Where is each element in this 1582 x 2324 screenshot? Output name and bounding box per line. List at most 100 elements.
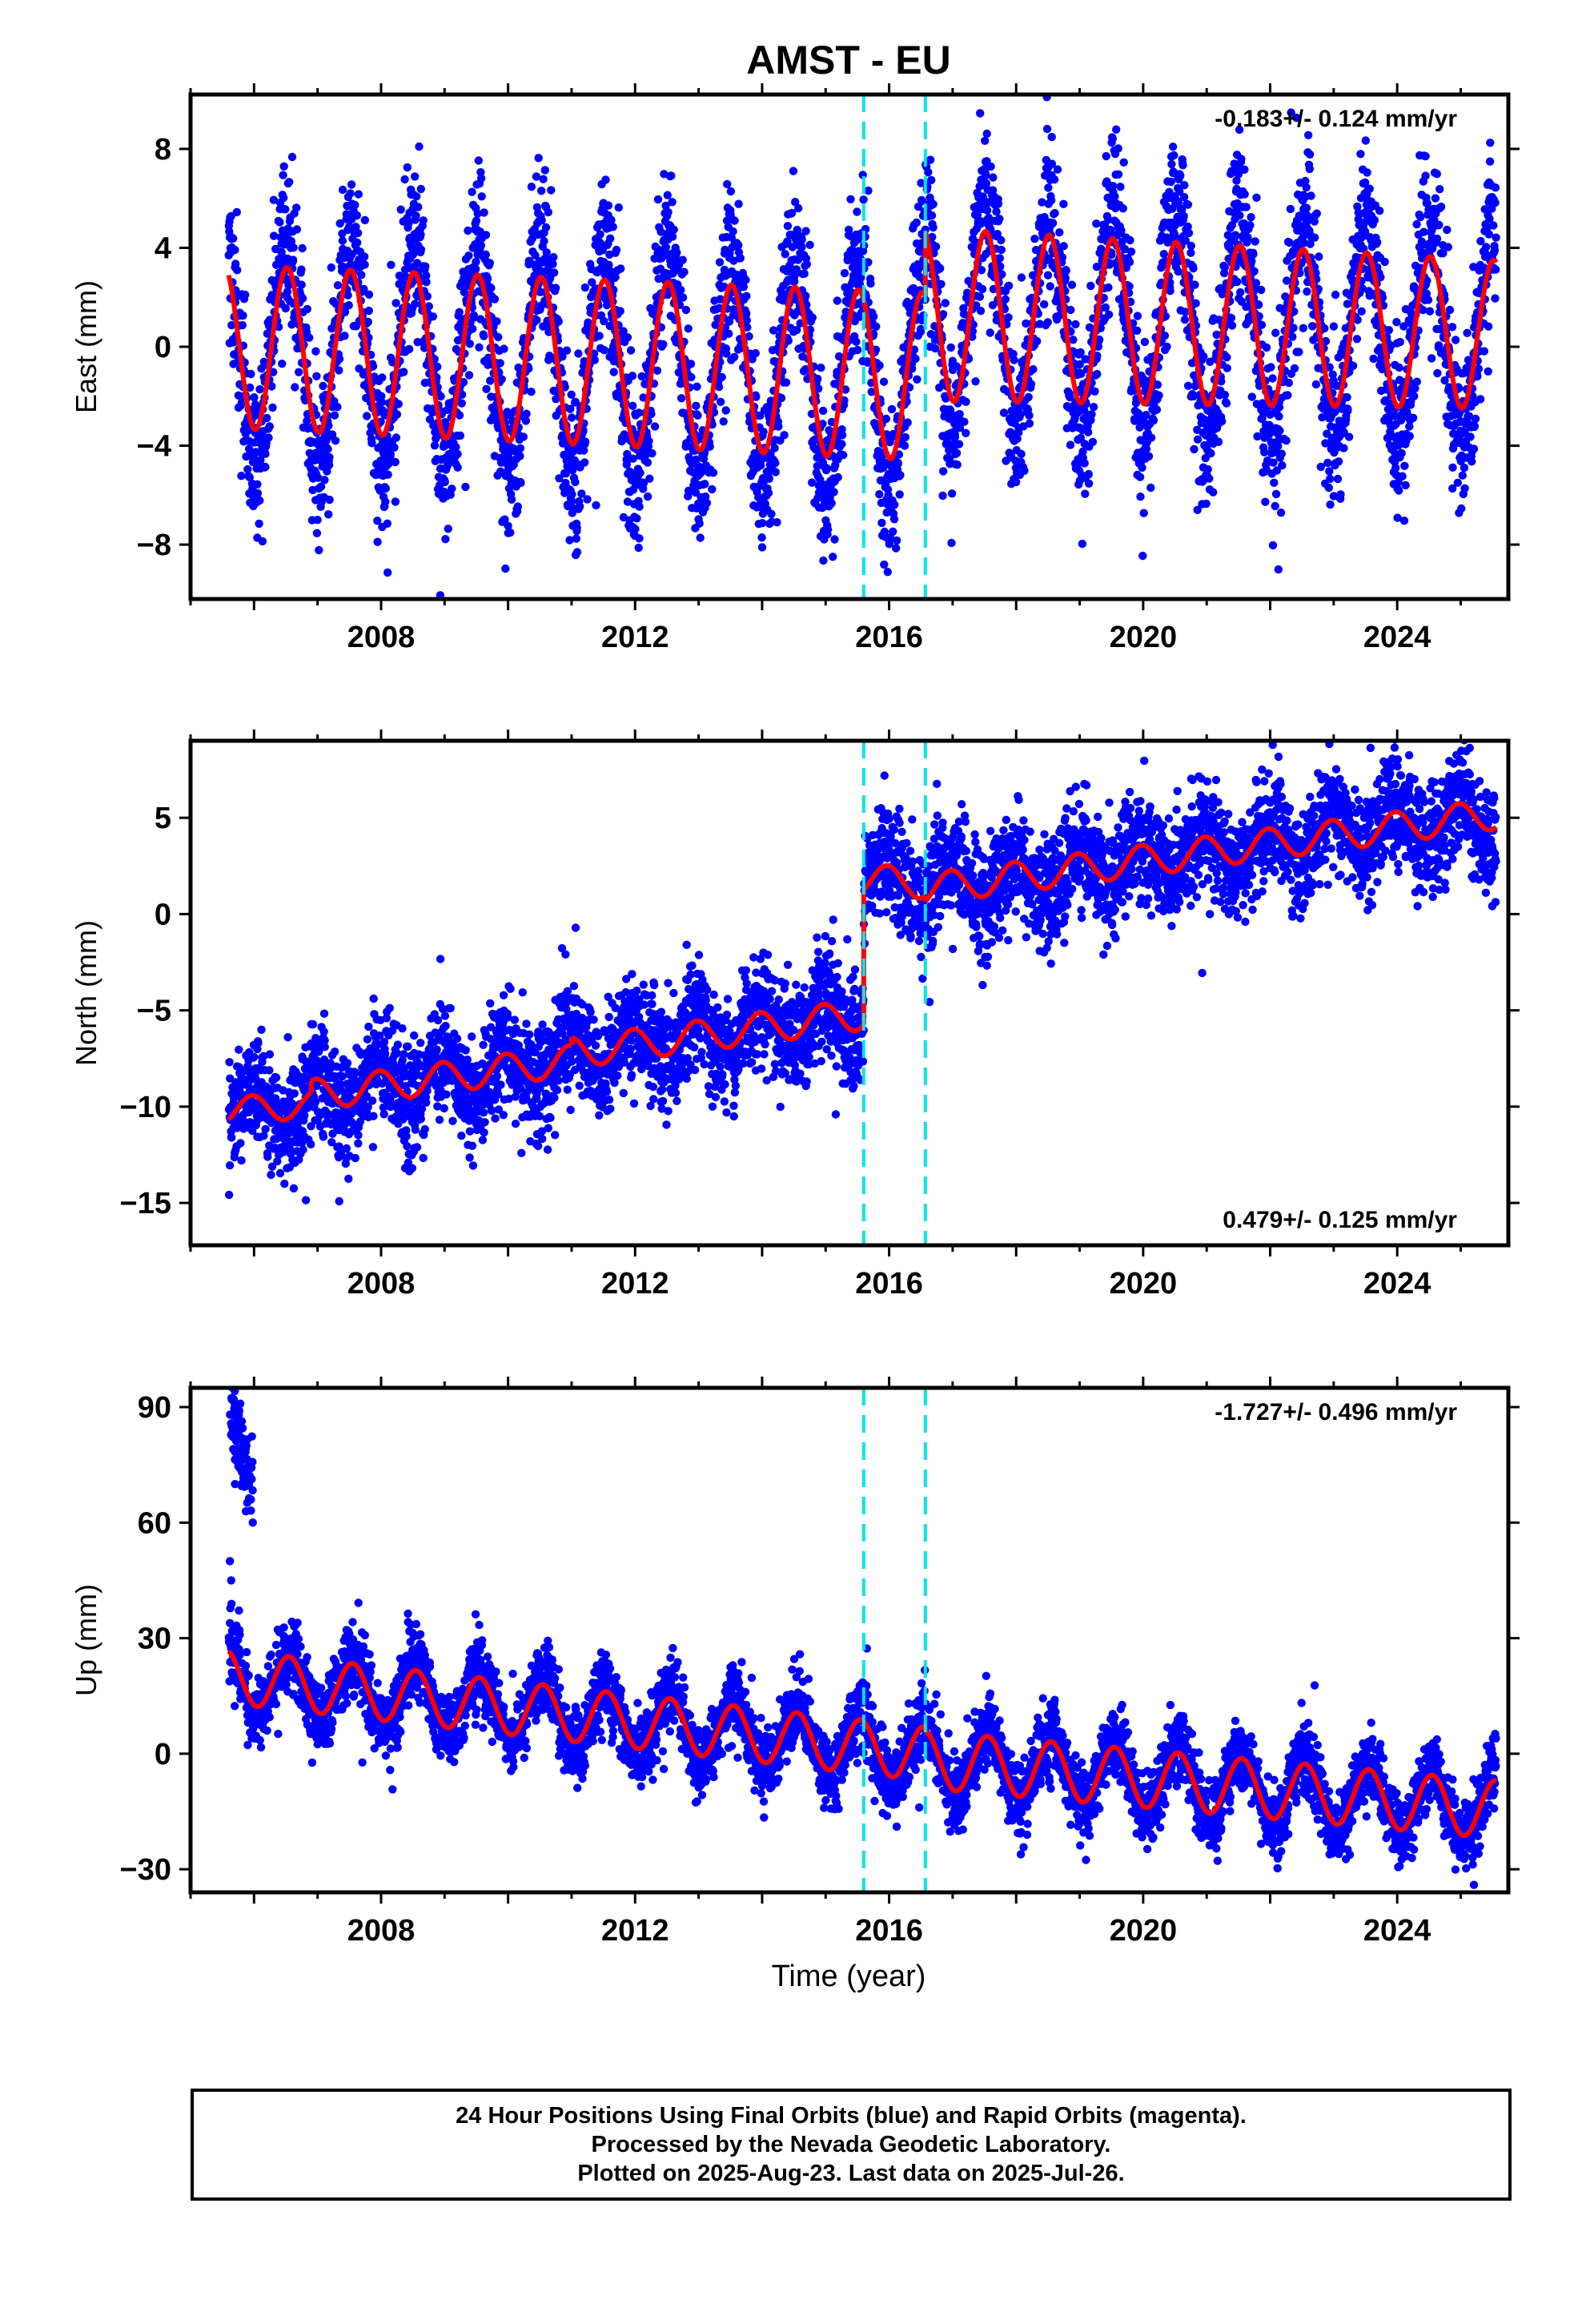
- east-point: [1084, 479, 1094, 488]
- east-point: [246, 383, 255, 392]
- east-point: [1363, 168, 1371, 177]
- east-point: [1227, 321, 1237, 330]
- east-point: [715, 258, 725, 267]
- east-point: [574, 349, 583, 358]
- east-point: [316, 482, 326, 491]
- east-point: [789, 167, 798, 175]
- east-point: [1059, 199, 1068, 208]
- east-point: [993, 230, 1002, 239]
- east-point: [1302, 203, 1311, 212]
- east-point: [258, 670, 266, 678]
- east-point: [1212, 330, 1221, 340]
- east-point: [997, 235, 1006, 245]
- east-point: [490, 295, 500, 304]
- east-point: [1020, 466, 1029, 475]
- east-point: [1093, 369, 1102, 379]
- east-point: [516, 444, 525, 452]
- east-point: [756, 460, 765, 470]
- east-point: [338, 185, 347, 195]
- east-point: [441, 535, 450, 544]
- east-point: [1181, 308, 1190, 316]
- east-point: [608, 223, 617, 231]
- east-point: [424, 302, 433, 311]
- east-point: [995, 215, 1004, 223]
- east-point: [561, 469, 570, 478]
- east-point: [1232, 176, 1241, 185]
- east-point: [255, 519, 263, 529]
- east-point: [455, 411, 464, 420]
- east-point: [457, 399, 466, 408]
- east-point: [1394, 477, 1403, 487]
- east-point: [566, 404, 575, 413]
- east-point: [1102, 151, 1110, 161]
- east-point: [852, 337, 861, 346]
- east-point: [769, 326, 778, 335]
- east-point: [1144, 452, 1154, 460]
- east-point: [551, 283, 560, 292]
- east-point: [726, 187, 736, 196]
- east-point: [476, 174, 486, 183]
- east-point: [419, 216, 428, 225]
- east-point: [1116, 183, 1125, 191]
- east-point: [464, 226, 472, 235]
- east-point: [527, 388, 536, 396]
- east-point: [227, 320, 236, 330]
- east-point: [757, 543, 767, 552]
- east-point: [391, 497, 400, 506]
- east-point: [261, 462, 270, 472]
- east-point: [1209, 488, 1218, 497]
- east-point: [1412, 377, 1422, 386]
- east-point: [823, 525, 833, 534]
- east-point: [279, 171, 287, 179]
- east-point: [340, 332, 349, 340]
- east-point: [719, 417, 728, 426]
- east-point: [623, 497, 632, 506]
- east-point: [346, 189, 355, 198]
- east-point: [1118, 204, 1128, 213]
- east-point: [708, 485, 717, 494]
- east-point: [1061, 273, 1070, 283]
- east-point: [364, 306, 373, 316]
- east-point: [1166, 177, 1175, 187]
- east-point: [1247, 392, 1257, 401]
- east-point: [998, 270, 1006, 279]
- east-point: [357, 271, 366, 279]
- east-point: [1360, 178, 1370, 187]
- east-point: [989, 173, 998, 182]
- east-point: [833, 296, 842, 305]
- east-point: [1369, 354, 1378, 364]
- east-point: [1044, 183, 1053, 192]
- east-point: [693, 411, 702, 420]
- east-point: [422, 278, 431, 287]
- east-point: [634, 408, 644, 417]
- east-point: [1427, 354, 1436, 363]
- east-point: [941, 299, 950, 308]
- east-point: [540, 237, 548, 246]
- east-point: [1282, 436, 1291, 445]
- east-point: [1419, 305, 1427, 315]
- east-point: [297, 265, 306, 274]
- east-point: [403, 163, 412, 172]
- east-point: [367, 439, 376, 448]
- east-point: [1395, 337, 1405, 347]
- east-point: [1104, 215, 1113, 224]
- east-point: [986, 328, 994, 337]
- east-point: [802, 259, 811, 269]
- east-point: [381, 484, 390, 493]
- east-point: [994, 199, 1003, 208]
- east-point: [872, 322, 881, 331]
- east-point: [628, 372, 637, 380]
- east-point: [1270, 478, 1279, 487]
- east-point: [722, 349, 731, 358]
- east-point: [1193, 505, 1202, 514]
- east-point: [1217, 377, 1226, 386]
- east-point: [279, 193, 288, 203]
- east-point: [269, 368, 278, 376]
- east-point: [1358, 284, 1367, 293]
- east-point: [837, 431, 847, 440]
- east-point: [1240, 190, 1249, 199]
- east-point: [725, 329, 733, 338]
- east-point: [476, 167, 485, 177]
- east-point: [808, 478, 817, 487]
- east-point: [952, 448, 962, 457]
